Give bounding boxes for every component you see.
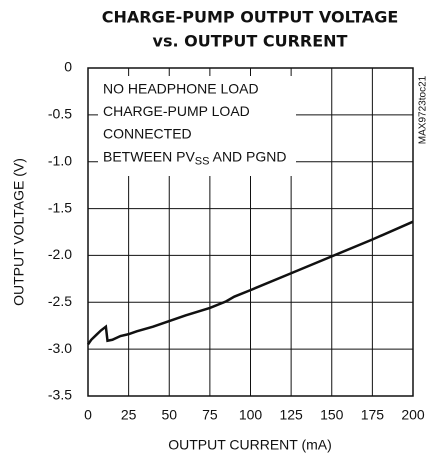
x-tick-label: 125: [279, 407, 303, 423]
y-tick-label: -3.5: [48, 387, 72, 403]
chart-title: vs. OUTPUT CURRENT: [153, 32, 348, 51]
x-tick-label: 100: [239, 407, 263, 423]
annotation: NO HEADPHONE LOAD: [103, 81, 259, 97]
annotation: CONNECTED: [103, 126, 192, 142]
annotation-part: AND PGND: [209, 148, 286, 164]
y-tick-label: -2.0: [48, 246, 72, 262]
chart-title: CHARGE-PUMP OUTPUT VOLTAGE: [102, 8, 399, 27]
y-tick-label: -3.0: [48, 340, 72, 356]
side-label: MAX9723toc21: [418, 75, 429, 144]
y-tick-label: -0.5: [48, 106, 72, 122]
y-tick-label: 0: [64, 59, 72, 75]
x-tick-label: 150: [320, 407, 344, 423]
annotation-part: SS: [195, 155, 210, 167]
annotation: BETWEEN PVSS AND PGND: [103, 148, 287, 167]
y-tick-label: -2.5: [48, 293, 72, 309]
annotation-part: BETWEEN PV: [103, 148, 195, 164]
x-tick-label: 50: [161, 407, 177, 423]
y-axis-label: OUTPUT VOLTAGE (V): [11, 158, 27, 306]
annotation-background: [98, 76, 296, 176]
plot-frame: [87, 67, 414, 397]
y-tick-label: -1.5: [48, 199, 72, 215]
x-tick-label: 200: [401, 407, 425, 423]
x-axis-label: OUTPUT CURRENT (mA): [168, 437, 332, 453]
annotation: CHARGE-PUMP LOAD: [103, 103, 250, 119]
y-tick-label: -1.0: [48, 152, 72, 168]
x-tick-label: 0: [84, 407, 92, 423]
data-line: [86, 220, 414, 346]
x-tick-label: 25: [121, 407, 137, 423]
x-tick-label: 75: [202, 407, 218, 423]
x-tick-label: 175: [361, 407, 385, 423]
